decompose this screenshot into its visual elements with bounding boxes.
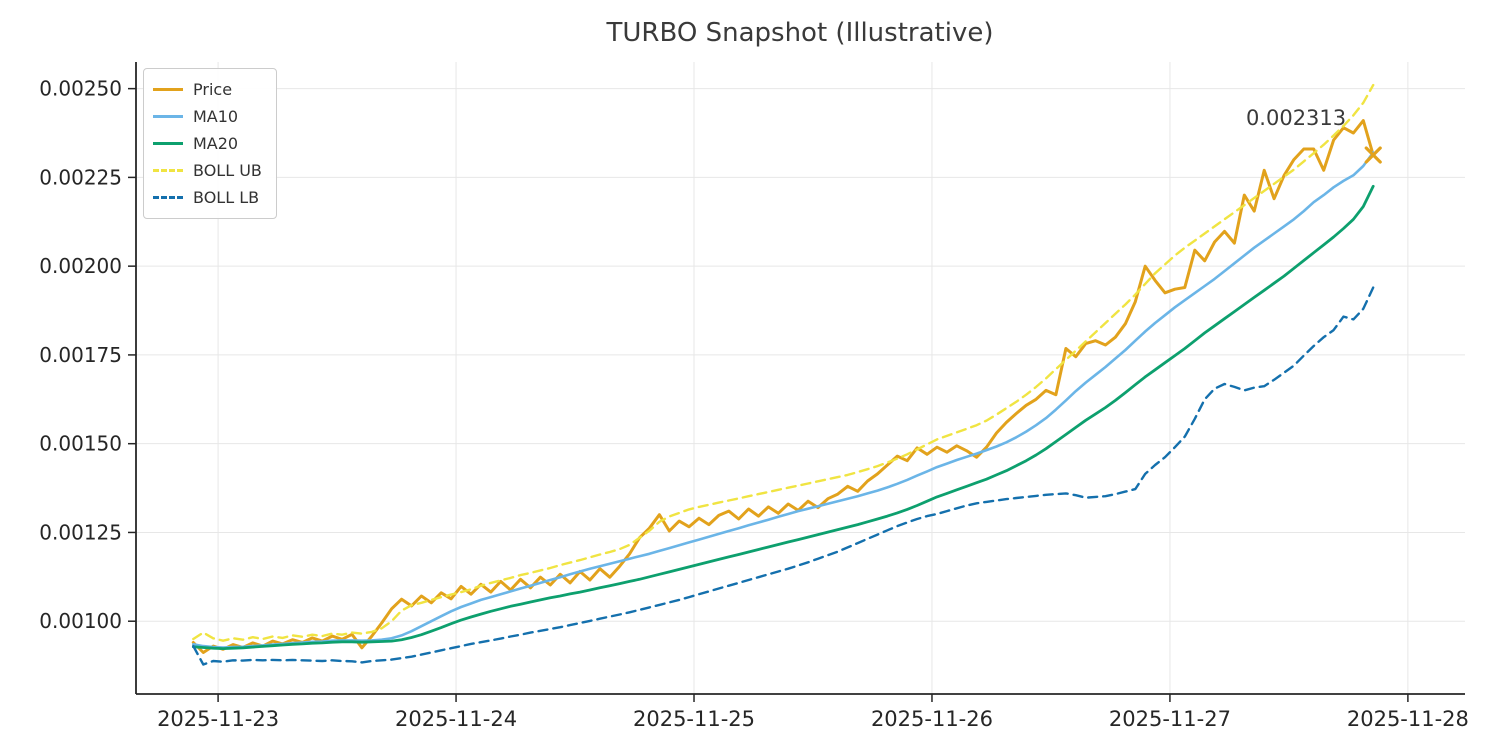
price-line-swatch — [153, 88, 183, 91]
y-tick-label: 0.00150 — [39, 432, 122, 456]
legend-label: MA20 — [193, 134, 239, 153]
last-price-annotation: 0.002313 — [1246, 106, 1346, 130]
ma10-line-swatch — [153, 115, 183, 118]
series-boll-lb-line — [192, 286, 1375, 666]
legend-label: MA10 — [193, 107, 239, 126]
boll-lb-line-swatch — [153, 196, 183, 199]
series-price-line — [191, 119, 1375, 654]
chart-title: TURBO Snapshot (Illustrative) — [606, 18, 994, 48]
x-tick-label: 2025-11-28 — [1347, 707, 1469, 731]
legend-item-price: Price — [153, 76, 262, 103]
y-tick-label: 0.00200 — [39, 254, 122, 278]
series-ma20-line — [191, 184, 1375, 650]
legend: Price MA10 MA20 BOLL UB BOLL LB — [143, 68, 277, 219]
y-tick-label: 0.00175 — [39, 343, 122, 367]
ma20-line-swatch — [153, 142, 183, 145]
y-tick-label: 0.00250 — [39, 77, 122, 101]
legend-item-ma20: MA20 — [153, 130, 262, 157]
x-marker — [1364, 146, 1382, 164]
x-tick-label: 2025-11-24 — [395, 707, 517, 731]
legend-label: BOLL LB — [193, 188, 260, 207]
legend-item-boll-ub: BOLL UB — [153, 157, 262, 184]
boll-ub-line-swatch — [153, 169, 183, 172]
y-tick-label: 0.00225 — [39, 165, 122, 189]
gridlines — [136, 62, 1465, 694]
legend-label: Price — [193, 80, 233, 99]
x-tick-label: 2025-11-23 — [157, 707, 279, 731]
x-tick-label: 2025-11-25 — [633, 707, 755, 731]
legend-item-boll-lb: BOLL LB — [153, 184, 262, 211]
y-tick-label: 0.00125 — [39, 520, 122, 544]
x-tick-label: 2025-11-26 — [871, 707, 993, 731]
legend-item-ma10: MA10 — [153, 103, 262, 130]
y-tick-label: 0.00100 — [39, 609, 122, 633]
axes: 0.00100 0.00125 0.00150 0.00175 0.00200 0.002… — [39, 62, 1469, 731]
series-boll-ub-line — [192, 83, 1375, 642]
series-ma10-line — [192, 151, 1375, 649]
legend-label: BOLL UB — [193, 161, 262, 180]
x-tick-label: 2025-11-27 — [1109, 707, 1231, 731]
